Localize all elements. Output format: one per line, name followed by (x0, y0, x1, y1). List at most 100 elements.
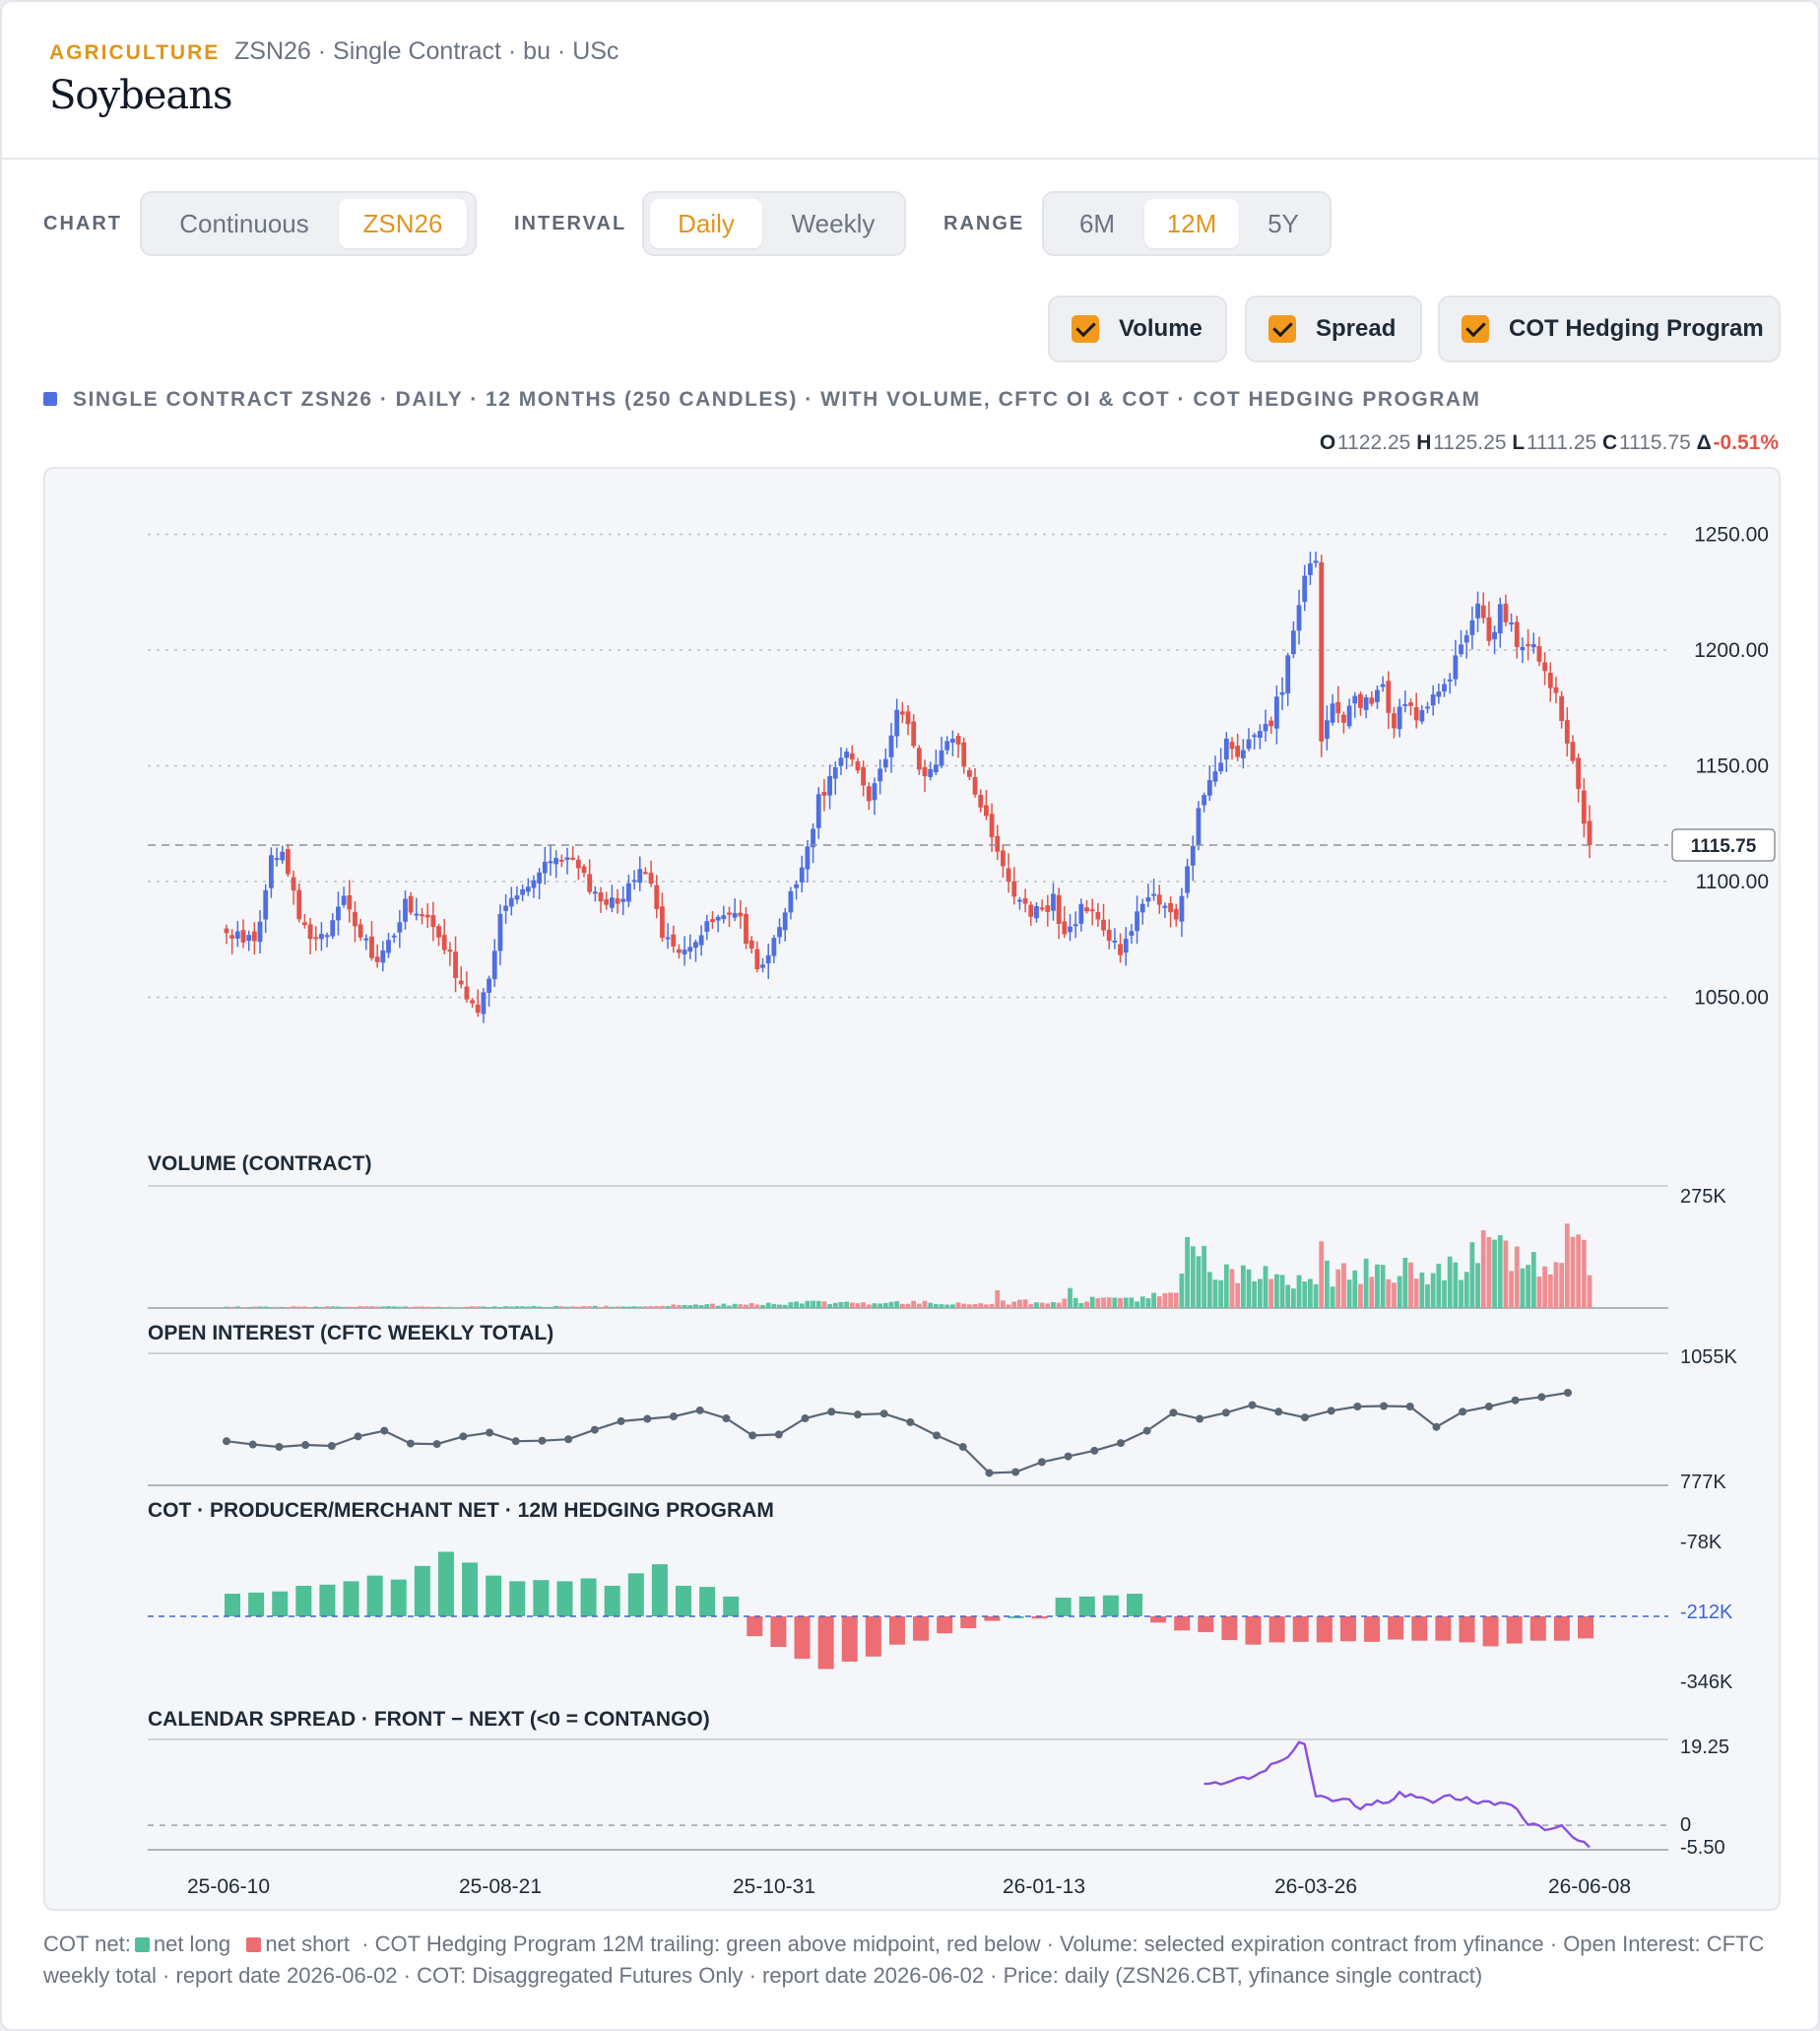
volume-bar (928, 1302, 934, 1308)
volume-bar (1408, 1262, 1413, 1308)
candle (1235, 746, 1241, 757)
volume-bar (1587, 1275, 1592, 1308)
change-value: -0.51% (1713, 431, 1779, 454)
candle (224, 928, 229, 934)
candle (1084, 907, 1089, 912)
candle (570, 857, 576, 860)
volume-toggle[interactable]: Volume (1048, 295, 1227, 362)
candle (330, 920, 336, 937)
candle (1173, 908, 1179, 920)
candle (665, 937, 671, 940)
candles (224, 551, 1592, 1023)
volume-bar (257, 1306, 263, 1308)
volume-bar (1022, 1299, 1028, 1308)
candle (1285, 655, 1291, 694)
range-option-12m[interactable]: 12M (1144, 199, 1239, 248)
candle (866, 786, 872, 802)
net-long-swatch (134, 1937, 150, 1952)
candle (1112, 940, 1118, 943)
volume-bar (1375, 1264, 1380, 1308)
volume-bar (1279, 1275, 1285, 1308)
range-option-6m[interactable]: 6M (1078, 209, 1116, 238)
candle (581, 866, 587, 874)
candle (1051, 893, 1056, 911)
calendar-spread-line (1203, 1740, 1591, 1849)
candle (1118, 944, 1123, 955)
candle (732, 913, 738, 918)
volume-bar (620, 1306, 626, 1308)
volume-bar (464, 1306, 470, 1308)
cot-bar (888, 1616, 905, 1645)
candle (1587, 820, 1592, 845)
price-y-tick-label: 1150.00 (1696, 754, 1769, 777)
chart-panel: 1250.00 1200.00 1150.00 1100.00 1050.00 1115.… (43, 467, 1781, 1911)
volume-bar (939, 1304, 944, 1308)
volume-bar (537, 1306, 543, 1308)
interval-option-daily[interactable]: Daily (650, 199, 762, 248)
candle (1078, 903, 1084, 924)
x-tick-label: 26-06-08 (1548, 1875, 1631, 1898)
volume-bar (1118, 1297, 1123, 1308)
candle (363, 938, 369, 941)
interval-option-weekly[interactable]: Weekly (791, 209, 876, 238)
volume-bar (268, 1307, 274, 1309)
volume-bar (592, 1305, 598, 1308)
candle (1135, 911, 1139, 932)
candle (553, 858, 559, 865)
candle (955, 736, 961, 745)
volume-bar (1252, 1280, 1258, 1308)
candle (878, 768, 883, 782)
candle (1290, 630, 1296, 655)
candle (430, 915, 436, 928)
volume-bar (1313, 1283, 1319, 1308)
volume-bar (240, 1307, 246, 1309)
cot-bar (390, 1579, 407, 1616)
oi-point (801, 1414, 810, 1423)
volume-bar (1392, 1282, 1397, 1308)
oi-point (1537, 1393, 1546, 1402)
candle (1257, 731, 1263, 738)
spread-toggle[interactable]: Spread (1245, 295, 1422, 362)
candle (234, 931, 240, 940)
volume-checkbox[interactable] (1072, 315, 1099, 343)
volume-bar (1135, 1301, 1139, 1308)
candle (643, 872, 648, 875)
chart-footer: COT net: net long net short · COT Hedging… (43, 1929, 1787, 1992)
candle (777, 927, 782, 938)
candle (1397, 706, 1402, 730)
candle (844, 752, 850, 758)
candle (1352, 695, 1358, 704)
candle (520, 888, 526, 895)
candle (671, 934, 677, 947)
volume-bar (424, 1306, 430, 1308)
volume-bar (916, 1303, 922, 1308)
volume-bar (1296, 1275, 1302, 1308)
footer-notes: · COT Hedging Program 12M trailing: gree… (43, 1932, 1765, 1988)
cot-bar (723, 1596, 740, 1616)
candle (558, 859, 564, 862)
oi-point (879, 1409, 888, 1418)
volume-bars (224, 1223, 1592, 1309)
volume-bar (1475, 1263, 1480, 1308)
candle (1240, 750, 1246, 758)
spread-checkbox[interactable] (1268, 315, 1296, 343)
volume-bar (575, 1306, 581, 1308)
volume-bar (1129, 1297, 1135, 1308)
range-option-5y[interactable]: 5Y (1268, 209, 1299, 238)
candle (1034, 906, 1039, 919)
candle (861, 766, 867, 786)
chart-option-continuous[interactable]: Continuous (179, 209, 309, 238)
candle (1162, 905, 1168, 908)
price-y-tick-label: 1100.00 (1696, 871, 1769, 893)
volume-bar (1335, 1269, 1341, 1308)
cot-hedging-toggle[interactable]: COT Hedging Program (1438, 295, 1781, 362)
chart-option-zsn26[interactable]: ZSN26 (339, 199, 467, 248)
oi-point (223, 1437, 230, 1446)
volume-bar (677, 1305, 682, 1308)
page-title: Soybeans (49, 73, 232, 118)
price-chart[interactable]: 1250.00 1200.00 1150.00 1100.00 1050.00 1115.… (45, 469, 1779, 1909)
oi-point (1564, 1389, 1572, 1398)
candle (710, 919, 715, 923)
cot-hedging-checkbox[interactable] (1462, 315, 1489, 343)
volume-bar (693, 1304, 698, 1308)
